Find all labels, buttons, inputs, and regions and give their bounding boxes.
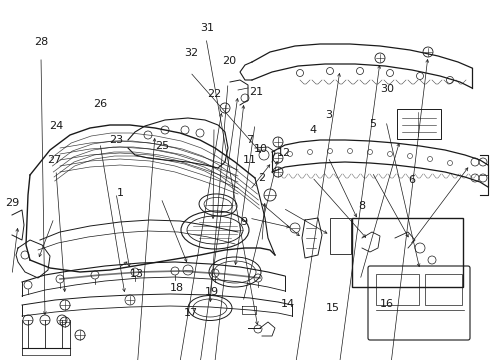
Text: 29: 29 bbox=[4, 198, 19, 208]
Text: 6: 6 bbox=[408, 175, 415, 185]
Text: 26: 26 bbox=[94, 99, 107, 109]
Text: 4: 4 bbox=[309, 125, 316, 135]
Text: 11: 11 bbox=[243, 155, 257, 165]
Text: 31: 31 bbox=[200, 23, 214, 33]
Text: 8: 8 bbox=[358, 201, 365, 211]
Text: 9: 9 bbox=[241, 217, 247, 228]
Text: 32: 32 bbox=[184, 48, 198, 58]
Text: 24: 24 bbox=[49, 121, 64, 131]
Text: 23: 23 bbox=[110, 135, 123, 145]
Text: 21: 21 bbox=[249, 87, 263, 97]
Text: 1: 1 bbox=[117, 188, 123, 198]
Text: 22: 22 bbox=[207, 89, 222, 99]
Text: 14: 14 bbox=[281, 299, 295, 309]
Text: 15: 15 bbox=[326, 303, 340, 313]
Text: 12: 12 bbox=[277, 148, 291, 158]
Text: 30: 30 bbox=[380, 84, 394, 94]
Text: 13: 13 bbox=[130, 269, 144, 279]
Text: 25: 25 bbox=[155, 141, 169, 151]
Text: 16: 16 bbox=[380, 299, 394, 309]
Text: 20: 20 bbox=[222, 56, 236, 66]
Text: 5: 5 bbox=[369, 119, 376, 129]
Text: 19: 19 bbox=[205, 287, 219, 297]
Text: 2: 2 bbox=[259, 173, 266, 183]
Text: 10: 10 bbox=[254, 144, 268, 154]
Text: 28: 28 bbox=[34, 37, 49, 48]
Text: 17: 17 bbox=[184, 308, 198, 318]
Text: 27: 27 bbox=[47, 155, 61, 165]
Text: 7: 7 bbox=[246, 135, 253, 145]
Text: 3: 3 bbox=[325, 110, 332, 120]
Text: 18: 18 bbox=[170, 283, 183, 293]
